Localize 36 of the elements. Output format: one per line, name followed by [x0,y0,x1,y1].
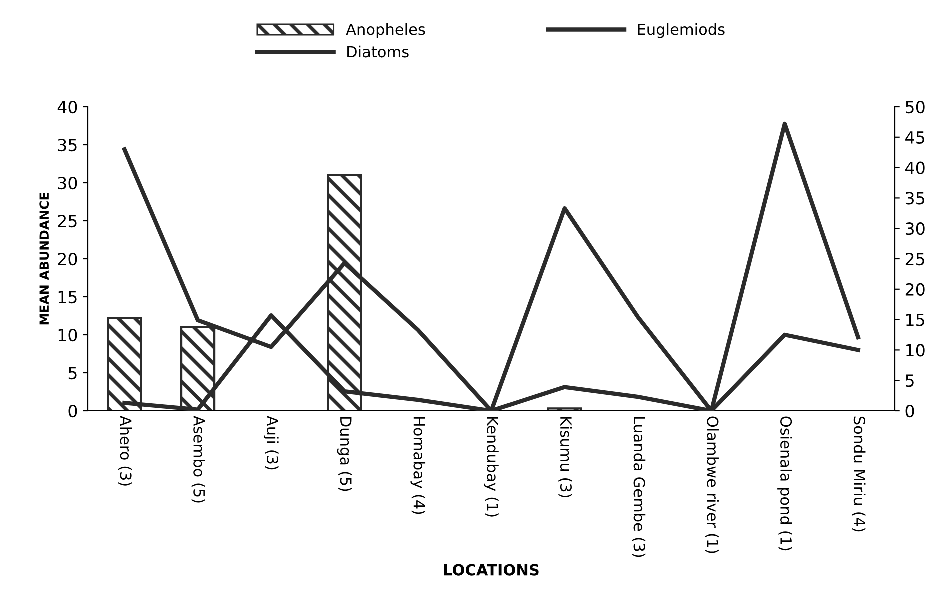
y-tick-label: 25 [58,214,77,228]
y-axis-title: MEAN ABUNDANCE [40,193,50,325]
y-tick-label: 15 [58,291,77,304]
y2-tick-label: 15 [906,314,924,326]
y2-tick-label: 0 [906,404,914,418]
y2-tick-label: 30 [906,222,925,236]
x-axis-title: LOCATIONS [444,564,539,576]
x-tick-label: Ahero (3) [118,416,132,486]
y2-tick-label: 40 [906,162,925,174]
x-tick-label: Luanda Gembe (3) [632,417,646,558]
y2-tick-label: 10 [906,344,925,357]
y2-tick-label: 25 [906,252,924,266]
x-tick-label: Dunga (5) [337,417,352,492]
x-tick-label: Sondu Miriu (4) [852,416,866,532]
y-tick-label: 10 [58,328,78,342]
y2-tick-label: 45 [906,132,924,144]
y2-tick-label: 5 [906,374,914,388]
y2-tick-label: 20 [906,283,925,296]
y-tick-label: 35 [58,138,77,152]
y2-tick-label: 35 [906,192,924,205]
x-tick-label: Homabay (4) [410,417,426,514]
legend-label: Diatoms [348,46,409,58]
y2-tick-label: 50 [906,100,925,114]
legend-label: Euglemiods [638,23,725,38]
y-tick-label: 0 [68,404,78,418]
x-tick-label: Kisumu (3) [558,417,572,498]
x-tick-label: Kendubay (1) [484,417,499,517]
x-tick-label: Auji (3) [264,416,279,470]
legend-label: Anopheles [346,23,426,38]
y-tick-label: 5 [68,367,77,380]
x-tick-label: Asembo (5) [192,416,206,503]
y-tick-label: 30 [58,176,78,190]
x-tick-label: Olambwe river (1) [705,416,719,554]
x-tick-label: Osienala pond (1) [778,416,792,551]
y-tick-label: 20 [58,252,78,266]
y-tick-label: 40 [58,100,78,114]
